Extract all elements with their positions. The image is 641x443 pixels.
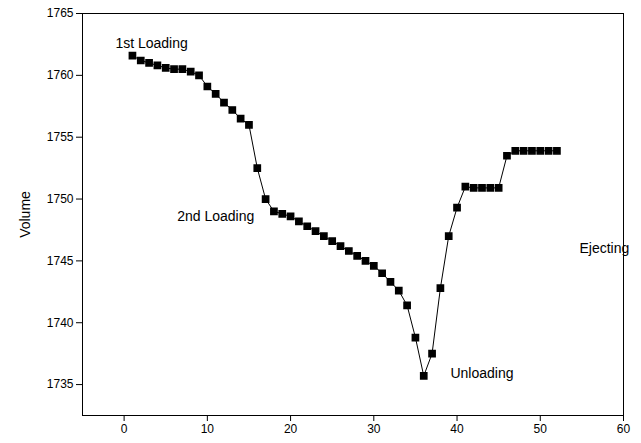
svg-text:20: 20 <box>284 422 298 436</box>
svg-text:Unloading: Unloading <box>450 365 513 381</box>
svg-text:60: 60 <box>617 422 631 436</box>
svg-text:1735: 1735 <box>47 377 74 391</box>
svg-text:Volume: Volume <box>17 191 33 238</box>
svg-text:40: 40 <box>450 422 464 436</box>
svg-text:10: 10 <box>201 422 215 436</box>
svg-text:1740: 1740 <box>47 316 74 330</box>
svg-text:1745: 1745 <box>47 254 74 268</box>
svg-text:Ejecting: Ejecting <box>579 240 629 256</box>
svg-text:1755: 1755 <box>47 130 74 144</box>
svg-text:50: 50 <box>534 422 548 436</box>
svg-text:1750: 1750 <box>47 192 74 206</box>
svg-text:0: 0 <box>121 422 128 436</box>
svg-text:1765: 1765 <box>47 6 74 20</box>
svg-text:1760: 1760 <box>47 68 74 82</box>
svg-text:30: 30 <box>367 422 381 436</box>
svg-text:1st Loading: 1st Loading <box>115 35 187 51</box>
svg-text:2nd Loading: 2nd Loading <box>177 208 254 224</box>
